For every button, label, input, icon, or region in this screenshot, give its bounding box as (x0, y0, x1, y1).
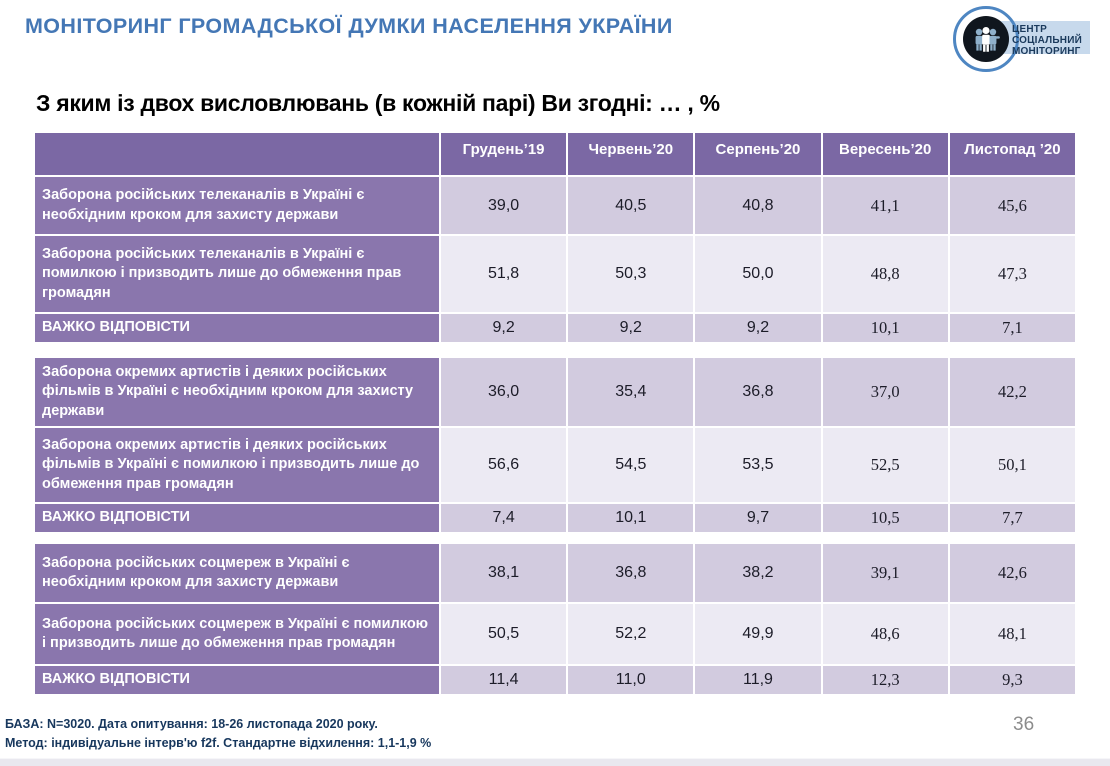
value-cell: 7,1 (949, 314, 1075, 342)
row-label: Заборона російських телеканалів в Україн… (35, 236, 439, 312)
value-cell: 9,2 (568, 314, 694, 342)
value-cell: 39,0 (441, 177, 567, 234)
logo-text-line2: СОЦІАЛЬНИЙ (1012, 35, 1082, 47)
value-cell: 10,1 (822, 314, 948, 342)
value-cell: 36,8 (695, 358, 821, 426)
value-cell: 48,1 (949, 604, 1075, 664)
bottom-strip (0, 758, 1110, 766)
value-cell: 11,4 (441, 666, 567, 694)
value-cell: 48,8 (822, 236, 948, 312)
table-row: Заборона окремих артистів і деяких росій… (35, 358, 1075, 426)
table-row: ВАЖКО ВІДПОВІСТИ 11,4 11,0 11,9 12,3 9,3 (35, 666, 1075, 694)
slide-footer: БАЗА: N=3020. Дата опитування: 18-26 лис… (5, 715, 431, 753)
column-header: Червень’20 (568, 133, 694, 175)
value-cell: 50,0 (695, 236, 821, 312)
logo-core (963, 16, 1009, 62)
value-cell: 48,6 (822, 604, 948, 664)
value-cell: 49,9 (695, 604, 821, 664)
logo-text-line3: МОНІТОРИНГ (1012, 46, 1081, 58)
row-label-hard-to-answer: ВАЖКО ВІДПОВІСТИ (35, 666, 439, 694)
value-cell: 38,1 (441, 544, 567, 602)
value-cell: 9,3 (949, 666, 1075, 694)
value-cell: 52,5 (822, 428, 948, 502)
footer-base-line: БАЗА: N=3020. Дата опитування: 18-26 лис… (5, 717, 378, 731)
value-cell: 39,1 (822, 544, 948, 602)
value-cell: 42,6 (949, 544, 1075, 602)
row-label-hard-to-answer: ВАЖКО ВІДПОВІСТИ (35, 314, 439, 342)
table-row: Заборона російських телеканалів в Україн… (35, 177, 1075, 234)
page-number: 36 (1013, 714, 1035, 735)
table-row: Заборона окремих артистів і деяких росій… (35, 428, 1075, 502)
value-cell: 50,1 (949, 428, 1075, 502)
value-cell: 7,7 (949, 504, 1075, 532)
value-cell: 10,5 (822, 504, 948, 532)
question-title: З яким із двох висловлювань (в кожній па… (36, 90, 720, 116)
column-header: Вересень’20 (822, 133, 948, 175)
value-cell: 47,3 (949, 236, 1075, 312)
row-label: Заборона російських соцмереж в Україні є… (35, 604, 439, 664)
value-cell: 36,0 (441, 358, 567, 426)
value-cell: 7,4 (441, 504, 567, 532)
table-row: ВАЖКО ВІДПОВІСТИ 9,2 9,2 9,2 10,1 7,1 (35, 314, 1075, 342)
row-label: Заборона російських телеканалів в Україн… (35, 177, 439, 234)
value-cell: 38,2 (695, 544, 821, 602)
value-cell: 53,5 (695, 428, 821, 502)
row-label: Заборона окремих артистів і деяких росій… (35, 428, 439, 502)
org-logo: ЦЕНТР СОЦІАЛЬНИЙ МОНІТОРИНГ (948, 4, 1103, 74)
survey-tables: Грудень’19 Червень’20 Серпень’20 Вересень’2… (33, 131, 1077, 696)
table-row: Заборона російських телеканалів в Україн… (35, 236, 1075, 312)
footer-method-line: Метод: індивідуальне інтерв'ю f2f. Станд… (5, 735, 432, 750)
table-corner-cell (35, 133, 439, 175)
value-cell: 35,4 (568, 358, 694, 426)
value-cell: 54,5 (568, 428, 694, 502)
logo-circle-icon (953, 6, 1019, 72)
column-header: Серпень’20 (695, 133, 821, 175)
table-row: ВАЖКО ВІДПОВІСТИ 7,4 10,1 9,7 10,5 7,7 (35, 504, 1075, 532)
value-cell: 36,8 (568, 544, 694, 602)
value-cell: 12,3 (822, 666, 948, 694)
value-cell: 9,2 (441, 314, 567, 342)
value-cell: 9,2 (695, 314, 821, 342)
table-row: Заборона російських соцмереж в Україні є… (35, 544, 1075, 602)
value-cell: 51,8 (441, 236, 567, 312)
value-cell: 50,5 (441, 604, 567, 664)
value-cell: 11,0 (568, 666, 694, 694)
value-cell: 37,0 (822, 358, 948, 426)
column-header: Грудень’19 (441, 133, 567, 175)
row-label-hard-to-answer: ВАЖКО ВІДПОВІСТИ (35, 504, 439, 532)
table-row: Заборона російських соцмереж в Україні є… (35, 604, 1075, 664)
value-cell: 40,8 (695, 177, 821, 234)
survey-table-3: Заборона російських соцмереж в Україні є… (33, 542, 1077, 696)
slide-header-title: МОНІТОРИНГ ГРОМАДСЬКОЇ ДУМКИ НАСЕЛЕННЯ У… (25, 14, 673, 38)
value-cell: 45,6 (949, 177, 1075, 234)
logo-text: ЦЕНТР СОЦІАЛЬНИЙ МОНІТОРИНГ (1012, 24, 1082, 58)
value-cell: 9,7 (695, 504, 821, 532)
survey-table-1: Грудень’19 Червень’20 Серпень’20 Вересень’2… (33, 131, 1077, 344)
row-label: Заборона російських соцмереж в Україні є… (35, 544, 439, 602)
row-label: Заборона окремих артистів і деяких росій… (35, 358, 439, 426)
value-cell: 41,1 (822, 177, 948, 234)
value-cell: 40,5 (568, 177, 694, 234)
logo-text-line1: ЦЕНТР (1012, 24, 1047, 35)
survey-table-2: Заборона окремих артистів і деяких росій… (33, 356, 1077, 534)
value-cell: 11,9 (695, 666, 821, 694)
value-cell: 10,1 (568, 504, 694, 532)
value-cell: 52,2 (568, 604, 694, 664)
value-cell: 50,3 (568, 236, 694, 312)
people-icon (975, 26, 1000, 52)
value-cell: 56,6 (441, 428, 567, 502)
column-header: Листопад ’20 (949, 133, 1075, 175)
value-cell: 42,2 (949, 358, 1075, 426)
